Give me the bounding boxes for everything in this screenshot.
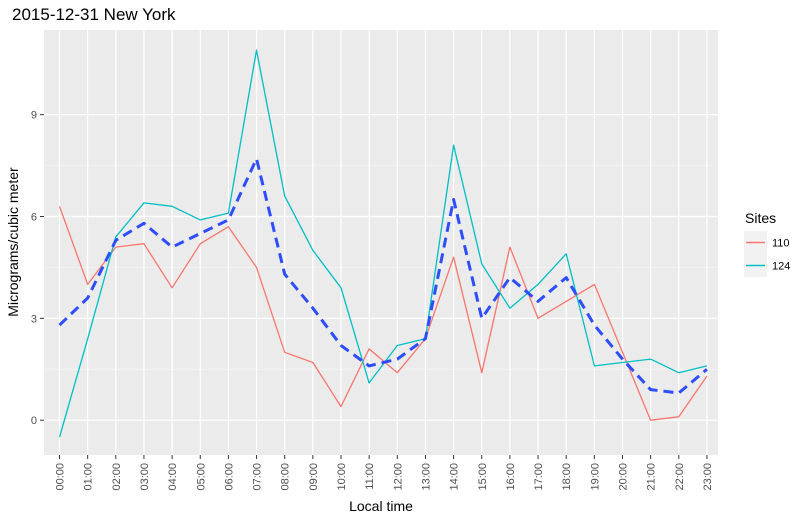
x-tick-label: 13:00 bbox=[420, 463, 432, 491]
x-tick-label: 05:00 bbox=[195, 463, 207, 491]
grid-lines bbox=[44, 30, 718, 455]
y-axis: 0 3 6 9 bbox=[31, 110, 44, 427]
chart-title: 2015-12-31 New York bbox=[12, 5, 176, 24]
series-lines bbox=[58, 49, 708, 438]
x-tick-label: 20:00 bbox=[618, 463, 630, 491]
legend-label-110: 110 bbox=[772, 238, 790, 250]
series-line-110 bbox=[58, 206, 708, 421]
x-tick-label: 18:00 bbox=[561, 463, 573, 491]
x-tick-label: 21:00 bbox=[646, 463, 658, 491]
x-tick-label: 14:00 bbox=[449, 463, 461, 491]
x-tick-label: 07:00 bbox=[252, 463, 264, 491]
y-tick-label: 6 bbox=[31, 212, 37, 224]
x-tick-label: 15:00 bbox=[477, 463, 489, 491]
legend: Sites 110 124 bbox=[744, 210, 790, 277]
x-tick-label: 06:00 bbox=[223, 463, 235, 491]
series-line-dashed bbox=[58, 157, 708, 395]
legend-label-124: 124 bbox=[772, 261, 790, 273]
y-tick-label: 0 bbox=[31, 415, 37, 427]
y-tick-label: 3 bbox=[31, 313, 37, 325]
x-tick-label: 10:00 bbox=[336, 463, 348, 491]
y-tick-label: 9 bbox=[31, 110, 37, 122]
x-tick-label: 16:00 bbox=[505, 463, 517, 491]
x-tick-label: 03:00 bbox=[139, 463, 151, 491]
legend-title: Sites bbox=[745, 210, 776, 226]
plot-panel bbox=[44, 30, 718, 455]
x-tick-label: 02:00 bbox=[111, 463, 123, 491]
x-axis-title: Local time bbox=[349, 498, 413, 514]
x-tick-label: 12:00 bbox=[392, 463, 404, 491]
x-tick-label: 17:00 bbox=[533, 463, 545, 491]
x-tick-label: 04:00 bbox=[167, 463, 179, 491]
x-tick-label: 01:00 bbox=[83, 463, 95, 491]
x-tick-label: 19:00 bbox=[589, 463, 601, 491]
x-tick-label: 22:00 bbox=[674, 463, 686, 491]
x-tick-label: 11:00 bbox=[364, 463, 376, 490]
y-axis-title: Micrograms/cubic meter bbox=[5, 167, 21, 317]
x-tick-label: 08:00 bbox=[280, 463, 292, 491]
series-line-124 bbox=[58, 49, 708, 438]
x-axis: 00:00 01:00 02:00 03:00 04:00 05:00 06:00 07:00… bbox=[55, 455, 714, 491]
x-tick-label: 09:00 bbox=[308, 463, 320, 491]
x-tick-label: 23:00 bbox=[702, 463, 714, 491]
x-tick-label: 00:00 bbox=[55, 463, 67, 491]
